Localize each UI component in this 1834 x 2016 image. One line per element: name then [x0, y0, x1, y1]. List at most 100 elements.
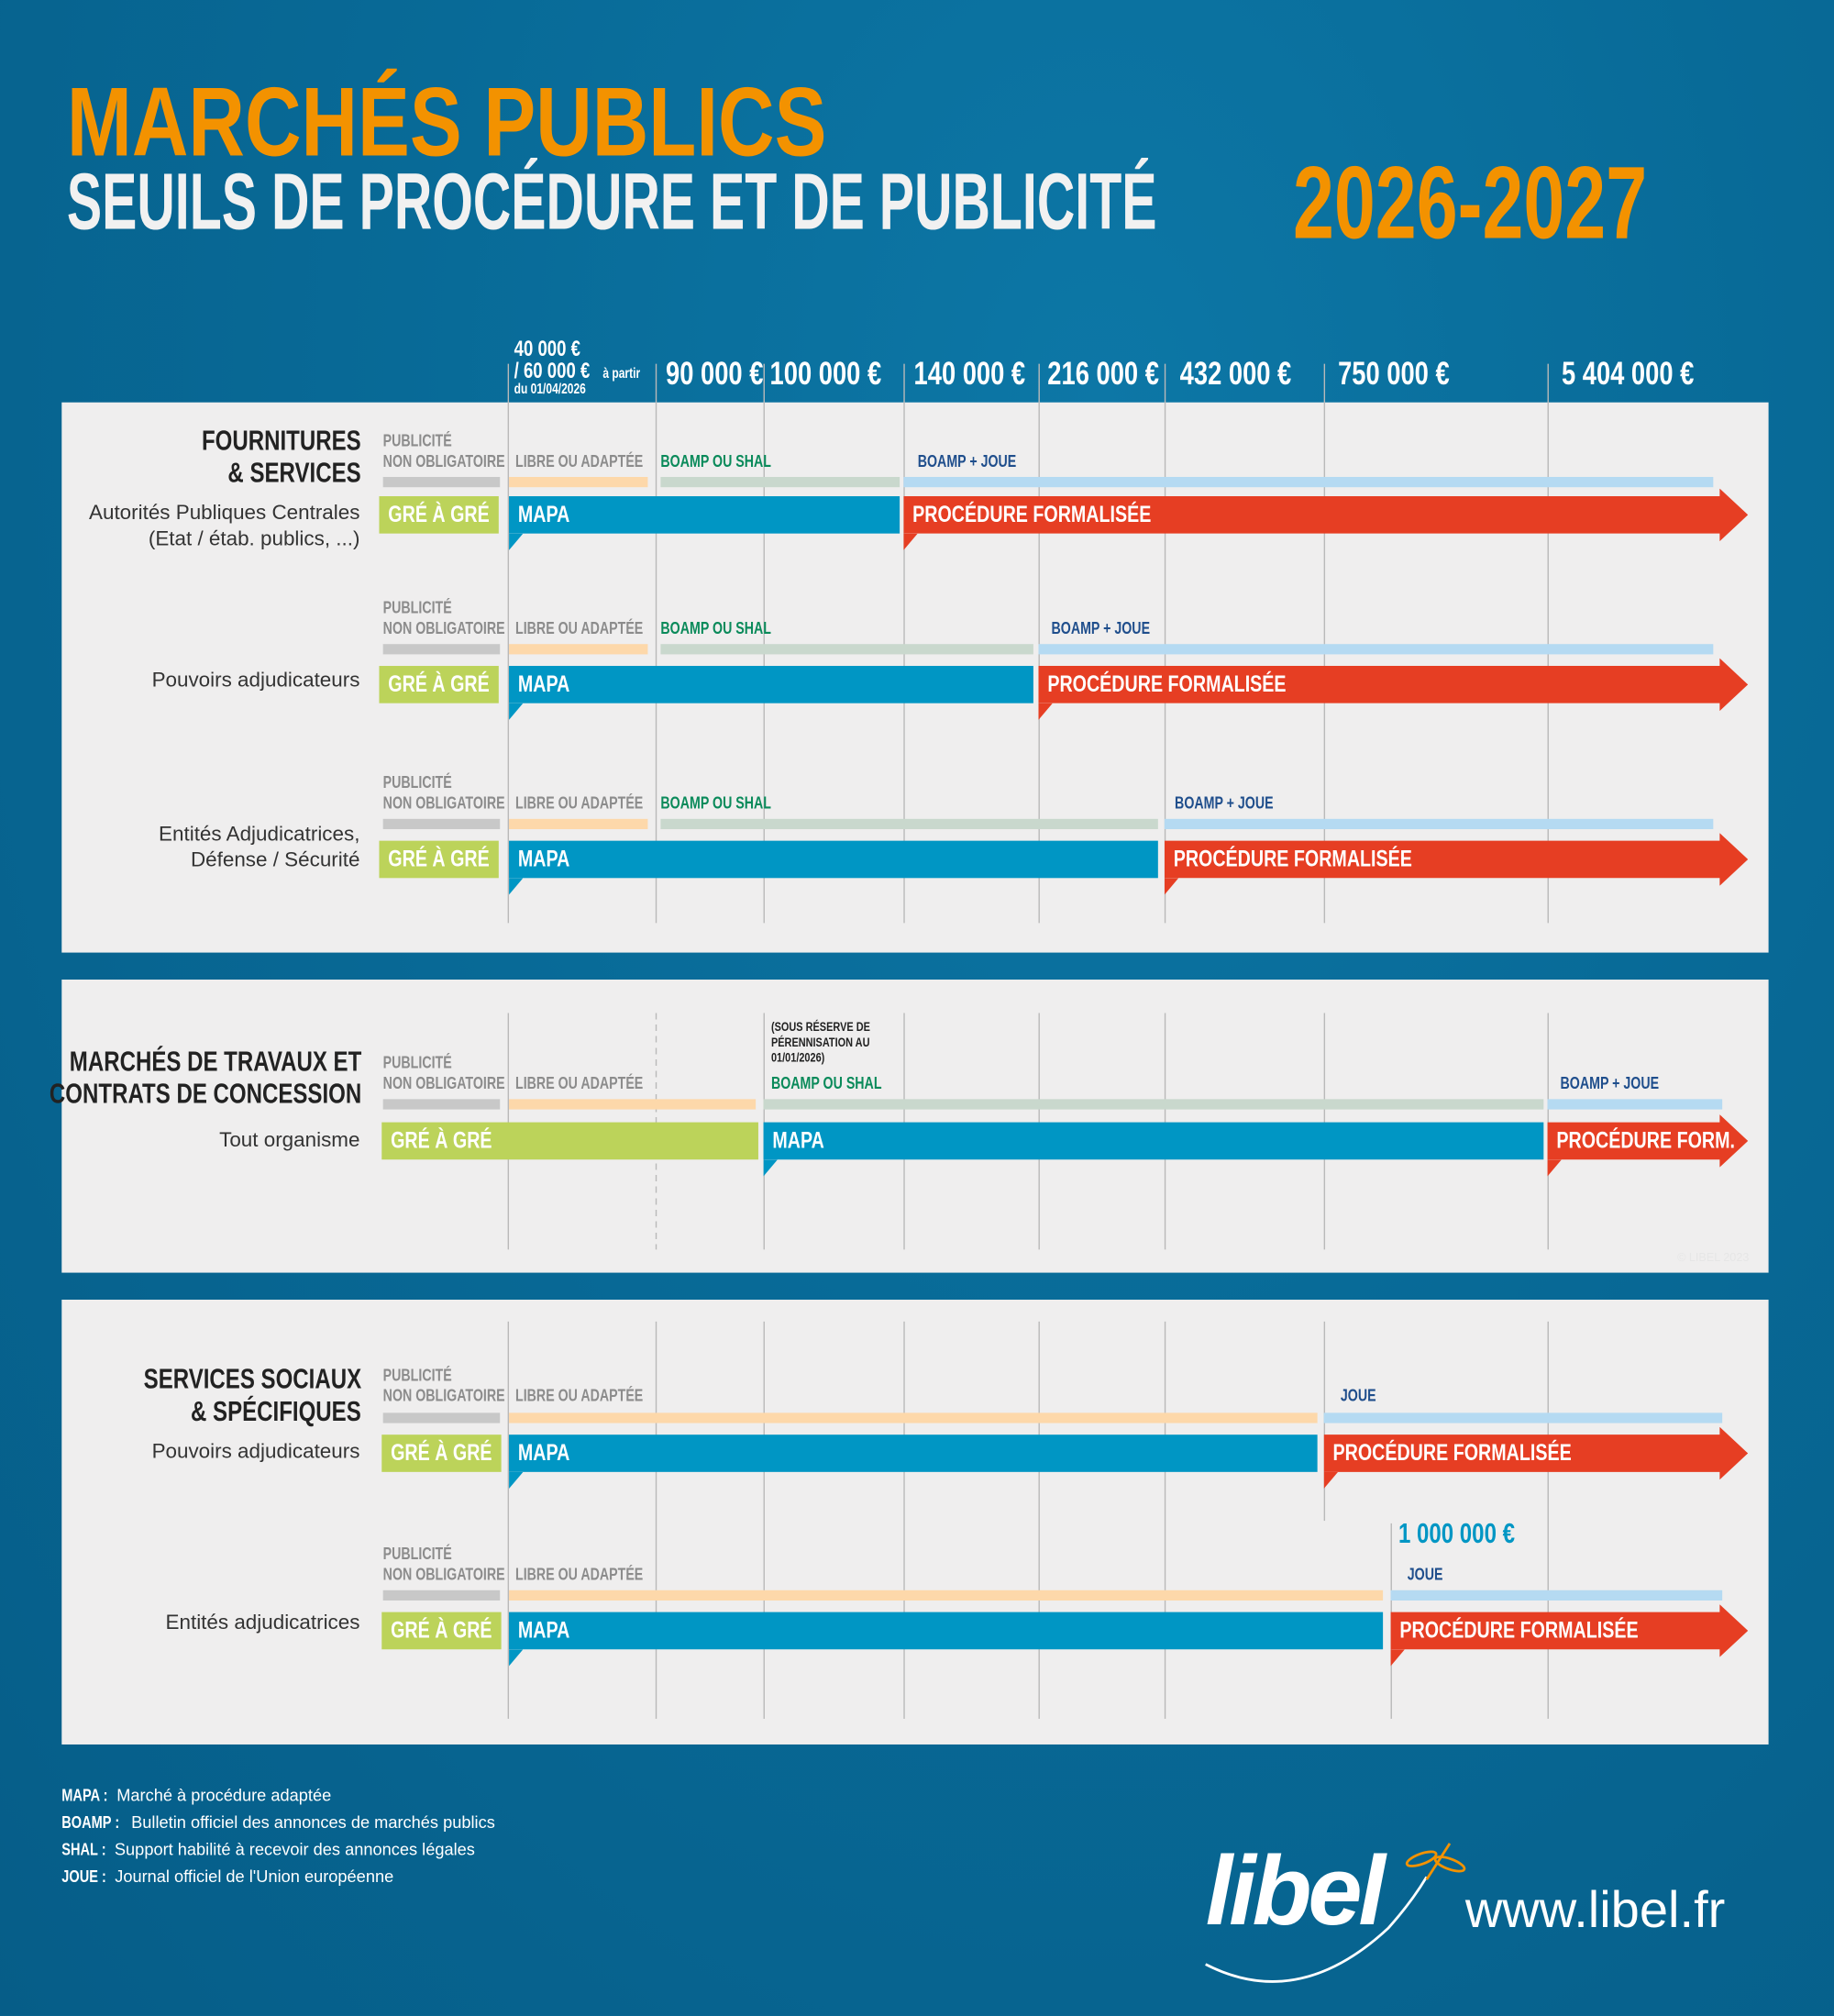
legend-text: Journal officiel de l'Union européenne	[115, 1866, 394, 1887]
mapa-bar: MAPA	[509, 840, 1158, 879]
gre-a-gre-bar: GRÉ À GRÉ	[379, 840, 499, 879]
mapa-bar: MAPA	[509, 496, 900, 534]
reserve-note: (SOUS RÉSERVE DE	[770, 1020, 870, 1036]
threshold-140-label: 140 000 €	[913, 356, 1026, 393]
website-url: www.libel.fr	[1464, 1881, 1726, 1939]
organism-label: Pouvoirs adjudicateurs	[152, 669, 360, 694]
formalisee-label: PROCÉDURE FORMALISÉE	[1173, 846, 1412, 872]
libre-label: LIBRE OU ADAPTÉE	[515, 792, 644, 813]
joue-bar	[1323, 1412, 1723, 1423]
grid-line	[1547, 1321, 1549, 1719]
organism-line: Pouvoirs adjudicateurs	[151, 670, 360, 692]
mapa-bar: MAPA	[509, 1434, 1318, 1472]
publicite-bar	[382, 1099, 501, 1110]
grid-line	[763, 402, 765, 924]
mapa-bar: MAPA	[763, 1122, 1544, 1160]
grid-line	[763, 1321, 765, 1719]
formalisee-arrow: PROCÉDURE FORMALISÉE	[903, 489, 1748, 541]
gre-a-gre-bar: GRÉ À GRÉ	[381, 1434, 502, 1472]
legend-abbr: SHAL :	[61, 1839, 106, 1859]
dragonfly-icon	[1405, 1843, 1466, 1880]
legend-item: MAPA : Marché à procédure adaptée	[61, 1786, 331, 1805]
publicite-label: PUBLICITÉ	[382, 772, 452, 792]
organism-label: Autorités Publiques Centrales (Etat / éta…	[89, 502, 359, 553]
formalisee-label: PROCÉDURE FORMALISÉE	[1332, 1439, 1572, 1466]
non-obligatoire-label: NON OBLIGATOIRE	[382, 450, 505, 471]
header-tick	[655, 363, 657, 403]
joue-bar	[903, 476, 1714, 488]
gre-a-gre-bar-label: GRÉ À GRÉ	[391, 1127, 492, 1154]
threshold-750-label: 750 000 €	[1338, 356, 1450, 393]
publicite-label: PUBLICITÉ	[382, 1544, 452, 1564]
formalisee-label: PROCÉDURE FORMALISÉE	[1047, 670, 1287, 697]
grid-line	[1164, 402, 1166, 924]
mapa-bar: MAPA	[509, 666, 1033, 703]
legend-abbr: MAPA :	[61, 1785, 108, 1805]
libre-label: LIBRE OU ADAPTÉE	[515, 1385, 644, 1405]
libre-label: LIBRE OU ADAPTÉE	[515, 618, 644, 638]
grid-line	[1323, 402, 1326, 924]
non-obligatoire-label: NON OBLIGATOIRE	[382, 1073, 505, 1093]
formalisee-arrow: PROCÉDURE FORMALISÉE	[1165, 833, 1748, 885]
panel-section-3	[61, 1300, 1769, 1745]
reserve-note: 01/01/2026)	[770, 1051, 825, 1066]
libre-label: LIBRE OU ADAPTÉE	[515, 1564, 644, 1584]
threshold-216-label: 216 000 €	[1047, 356, 1159, 393]
formalisee-arrow: PROCÉDURE FORM.	[1548, 1114, 1749, 1167]
boamp-shal-label: BOAMP OU SHAL	[660, 792, 771, 813]
legend-text: Marché à procédure adaptée	[116, 1785, 332, 1805]
section-title: CONTRATS DE CONCESSION	[49, 1077, 361, 1110]
threshold-5404-label: 5 404 000 €	[1561, 356, 1695, 393]
header-tick	[507, 363, 510, 403]
page-years: 2026-2027	[1293, 145, 1648, 260]
logo-swoosh	[1195, 1843, 1466, 1992]
formalisee-arrow: PROCÉDURE FORMALISÉE	[1391, 1604, 1749, 1656]
mapa-bar-label: MAPA	[517, 1439, 570, 1466]
libre-bar	[509, 1099, 757, 1110]
section-title: & SPÉCIFIQUES	[191, 1394, 361, 1427]
gre-a-gre-bar: GRÉ À GRÉ	[379, 666, 499, 703]
mapa-bar-label: MAPA	[772, 1127, 824, 1154]
publicite-bar	[382, 1412, 501, 1423]
formalisee-label: PROCÉDURE FORM.	[1556, 1127, 1735, 1154]
legend-item: JOUE : Journal officiel de l'Union europé…	[61, 1866, 393, 1886]
boamp-shal-label: BOAMP OU SHAL	[660, 450, 771, 471]
boamp-shal-bar	[660, 476, 900, 488]
threshold-60k-label: / 60 000 €	[514, 359, 591, 383]
joue-label: BOAMP + JOUE	[1175, 792, 1274, 813]
threshold-432-label: 432 000 €	[1179, 356, 1292, 393]
organism-line: Entités adjudicatrices	[165, 1612, 360, 1634]
organism-label: Entités Adjudicatrices, Défense / Sécurit…	[159, 823, 359, 874]
header-tick	[1038, 363, 1040, 403]
legend-abbr: BOAMP :	[61, 1812, 120, 1833]
joue-bar	[1547, 1099, 1723, 1110]
mapa-bar-label: MAPA	[517, 846, 570, 872]
reserve-note: PÉRENNISATION AU	[770, 1036, 870, 1051]
joue-label: JOUE	[1407, 1564, 1443, 1584]
header-tick	[1323, 363, 1326, 403]
organism-label: Tout organisme	[219, 1129, 359, 1155]
grid-line	[507, 1321, 510, 1719]
publicite-bar	[382, 1590, 501, 1601]
organism-label: Entités adjudicatrices	[166, 1611, 360, 1636]
libel-logo: libel	[1205, 1836, 1386, 1947]
non-obligatoire-label: NON OBLIGATOIRE	[382, 792, 505, 813]
organism-line: (Etat / étab. publics, ...)	[148, 528, 360, 550]
publicite-bar	[382, 818, 501, 830]
libre-bar	[509, 818, 648, 830]
publicite-label: PUBLICITÉ	[382, 597, 452, 617]
organism-line: Tout organisme	[219, 1130, 360, 1152]
gre-a-gre-bar: GRÉ À GRÉ	[379, 496, 499, 534]
joue-bar	[1038, 644, 1714, 655]
organism-line: Pouvoirs adjudicateurs	[151, 1441, 360, 1464]
organism-line: Autorités Publiques Centrales	[89, 503, 360, 525]
joue-label: BOAMP + JOUE	[1560, 1073, 1660, 1093]
section-title: SERVICES SOCIAUX	[143, 1362, 361, 1395]
organism-label: Pouvoirs adjudicateurs	[152, 1440, 360, 1466]
threshold-100-label: 100 000 €	[769, 356, 882, 393]
boamp-shal-bar	[763, 1099, 1544, 1110]
threshold-1m-label: 1 000 000 €	[1398, 1516, 1516, 1549]
grid-line	[1164, 1321, 1166, 1719]
non-obligatoire-label: NON OBLIGATOIRE	[382, 618, 505, 638]
